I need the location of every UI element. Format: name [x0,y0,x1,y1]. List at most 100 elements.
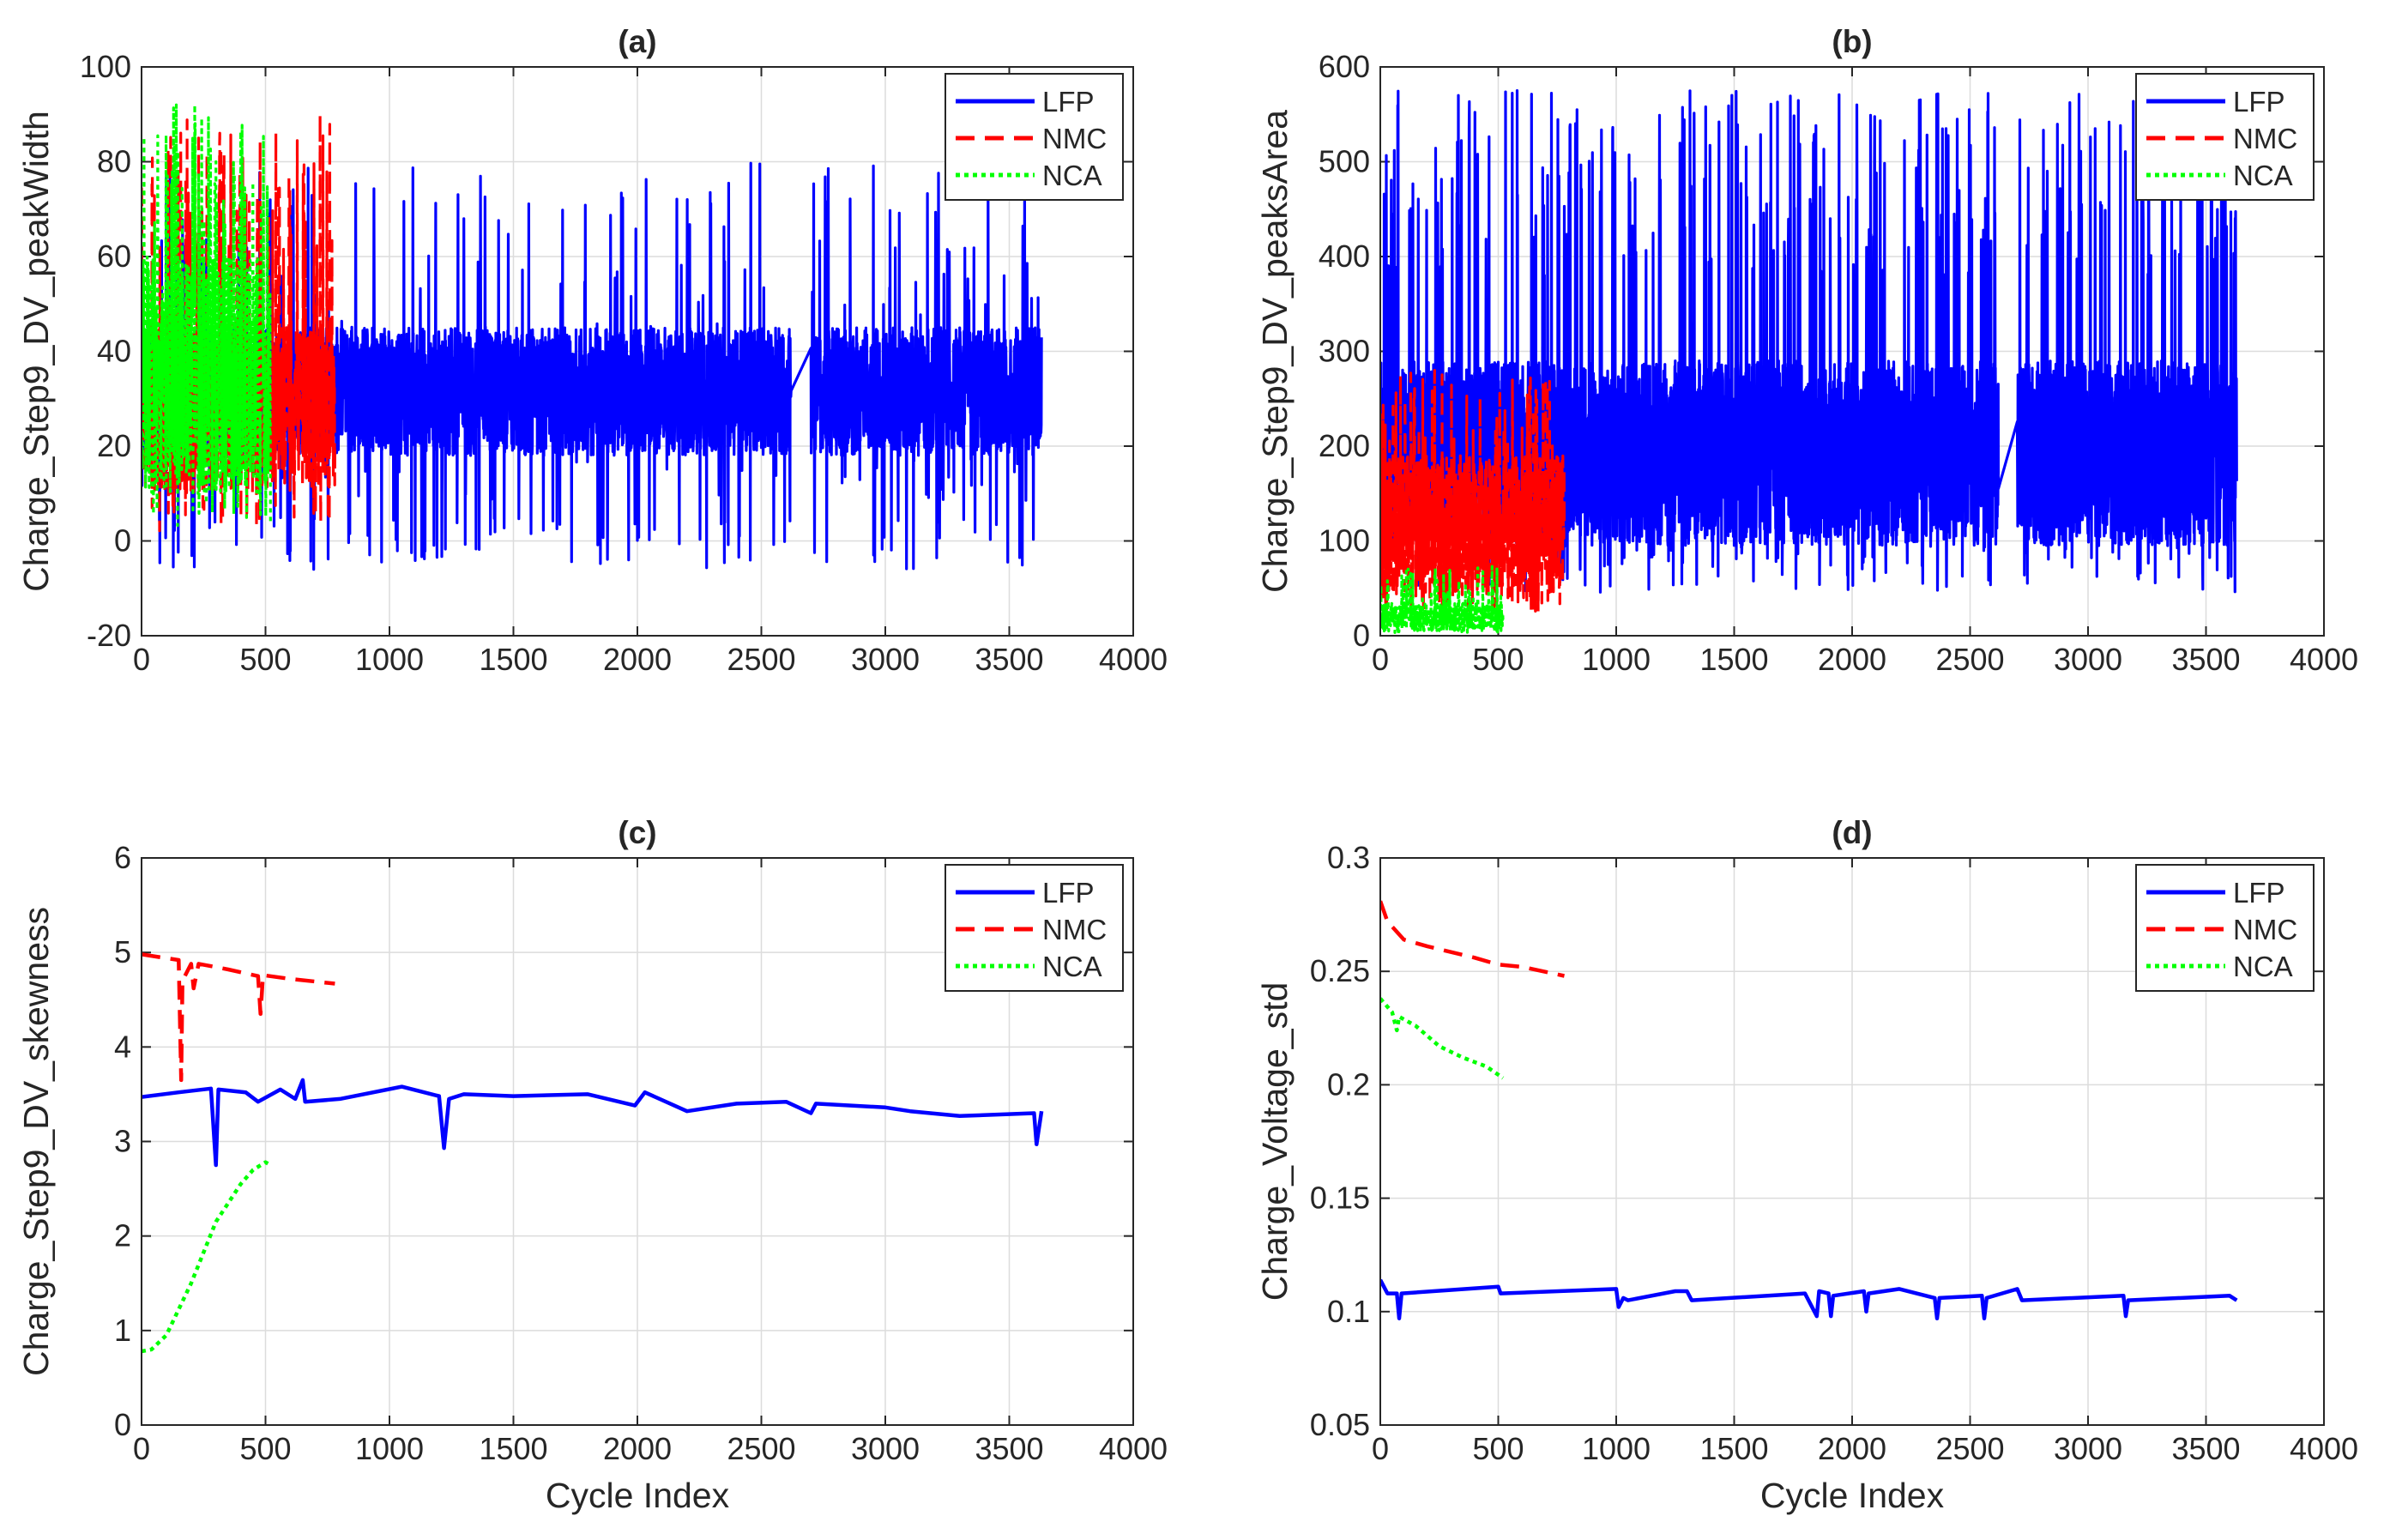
y-tick-label: 0.25 [1310,953,1370,988]
subplot-title: (c) [618,815,656,850]
y-tick-label: 2 [114,1218,131,1253]
x-tick-label: 2000 [603,1431,672,1466]
subplot-title: (b) [1832,24,1872,59]
x-tick-label: 4000 [2290,1431,2358,1466]
y-tick-label: 1 [114,1313,131,1348]
y-tick-label: 200 [1319,428,1370,463]
subplot-d: 0 500 1000 1500 2000 2500 3000 3500 4000 0.05 0.1 0… [1255,815,2358,1515]
legend-label-nca: NCA [2233,951,2293,982]
y-tick-label: 4 [114,1029,131,1064]
x-tick-label: 3000 [2054,642,2122,677]
series-line-nca [142,1160,272,1354]
series-group [142,103,1043,571]
x-tick-label: 1500 [1699,642,1768,677]
y-tick-label: 20 [97,428,131,463]
series-group [1380,900,2238,1320]
x-tick-label: 500 [239,642,291,677]
legend-box [945,73,1124,201]
series-line-nca [142,103,272,528]
legend-label-nmc: NMC [1042,123,1107,154]
y-tick-label: 300 [1319,334,1370,369]
x-tick-label: 3500 [2171,642,2240,677]
y-tick-label: 3 [114,1124,131,1159]
x-tick-label: 0 [133,1431,150,1466]
x-tick-label: 0 [1372,1431,1389,1466]
x-tick-label: 1500 [1699,1431,1768,1466]
y-tick-label: 5 [114,934,131,969]
y-tick-label: 600 [1319,49,1370,84]
subplot-title: (a) [618,24,656,59]
x-tick-label: 1000 [355,642,424,677]
x-tick-label: 3000 [851,642,920,677]
axes-box [1379,857,2325,1426]
y-tick-label: 0.1 [1327,1294,1370,1329]
x-tick-label: 2500 [1935,642,2004,677]
x-tick-label: 2500 [727,642,795,677]
legend-label-lfp: LFP [1042,86,1095,118]
legend-label-nmc: NMC [2233,914,2297,945]
x-axis-label: Cycle Index [546,1476,730,1515]
y-tick-label: 0 [114,523,131,559]
x-tick-label: 2500 [1935,1431,2004,1466]
x-tick-label: 4000 [2290,642,2358,677]
x-tick-label: 4000 [1099,1431,1168,1466]
y-tick-label: 0.2 [1327,1066,1370,1102]
series-line-lfp [142,1078,1044,1168]
x-tick-label: 1500 [479,642,547,677]
series-line-nca [1380,997,1505,1080]
x-tick-label: 1000 [355,1431,424,1466]
legend-label-lfp: LFP [2233,86,2285,118]
legend-box [945,864,1124,992]
legend-box [2135,73,2315,201]
y-axis-label: Charge_Step9_DV_peakWidth [16,111,56,592]
x-tick-label: 2000 [1818,642,1886,677]
legend-label-nca: NCA [1042,160,1102,191]
series-line-lfp [1380,1278,2238,1320]
axes-box [1379,66,2325,637]
x-tick-label: 2500 [727,1431,795,1466]
axes-box [141,857,1134,1426]
y-axis-label: Charge_Step9_DV_peaksArea [1255,110,1295,593]
y-tick-label: 0.3 [1327,840,1370,875]
y-tick-label: -20 [87,618,131,653]
y-axis-label: Charge_Voltage_std [1255,982,1295,1301]
x-tick-label: 4000 [1099,642,1168,677]
series-line-nca [1380,565,1505,634]
series-line-lfp [1380,89,2238,594]
x-tick-label: 2000 [603,642,672,677]
legend-label-nmc: NMC [2233,123,2297,154]
legend-label-nca: NCA [1042,951,1102,982]
legend-label-nca: NCA [2233,160,2293,191]
x-tick-label: 2000 [1818,1431,1886,1466]
series-group [142,952,1044,1354]
series-line-nmc [1380,900,1565,978]
x-tick-label: 3000 [2054,1431,2122,1466]
legend: LFP NMC NCA [945,73,1124,201]
x-tick-label: 1500 [479,1431,547,1466]
y-tick-label: 6 [114,840,131,875]
series-line-nmc [1380,369,1566,618]
axes-box [141,66,1134,637]
x-tick-label: 3500 [975,642,1043,677]
y-tick-label: 80 [97,144,131,179]
legend-label-lfp: LFP [2233,877,2285,909]
y-tick-label: 500 [1319,144,1370,179]
x-tick-label: 0 [1372,642,1389,677]
legend-label-nmc: NMC [1042,914,1107,945]
y-tick-label: 400 [1319,239,1370,274]
y-tick-label: 0.05 [1310,1407,1370,1442]
x-tick-label: 500 [1472,1431,1524,1466]
subplot-a: 0 500 1000 1500 2000 2500 3000 3500 4000-2002040… [16,24,1168,677]
x-axis-label: Cycle Index [1760,1476,1945,1515]
y-tick-label: 0 [114,1407,131,1442]
legend-box [2135,864,2315,992]
y-tick-label: 100 [80,49,131,84]
y-tick-label: 0 [1353,618,1370,653]
series-group [1380,89,2238,634]
subplot-c: 0 500 1000 1500 2000 2500 3000 3500 4000 0 1 2 3 4 5 6 (… [16,815,1168,1515]
x-tick-label: 0 [133,642,150,677]
x-tick-label: 500 [1472,642,1524,677]
x-tick-label: 1000 [1582,1431,1651,1466]
x-tick-label: 3000 [851,1431,920,1466]
